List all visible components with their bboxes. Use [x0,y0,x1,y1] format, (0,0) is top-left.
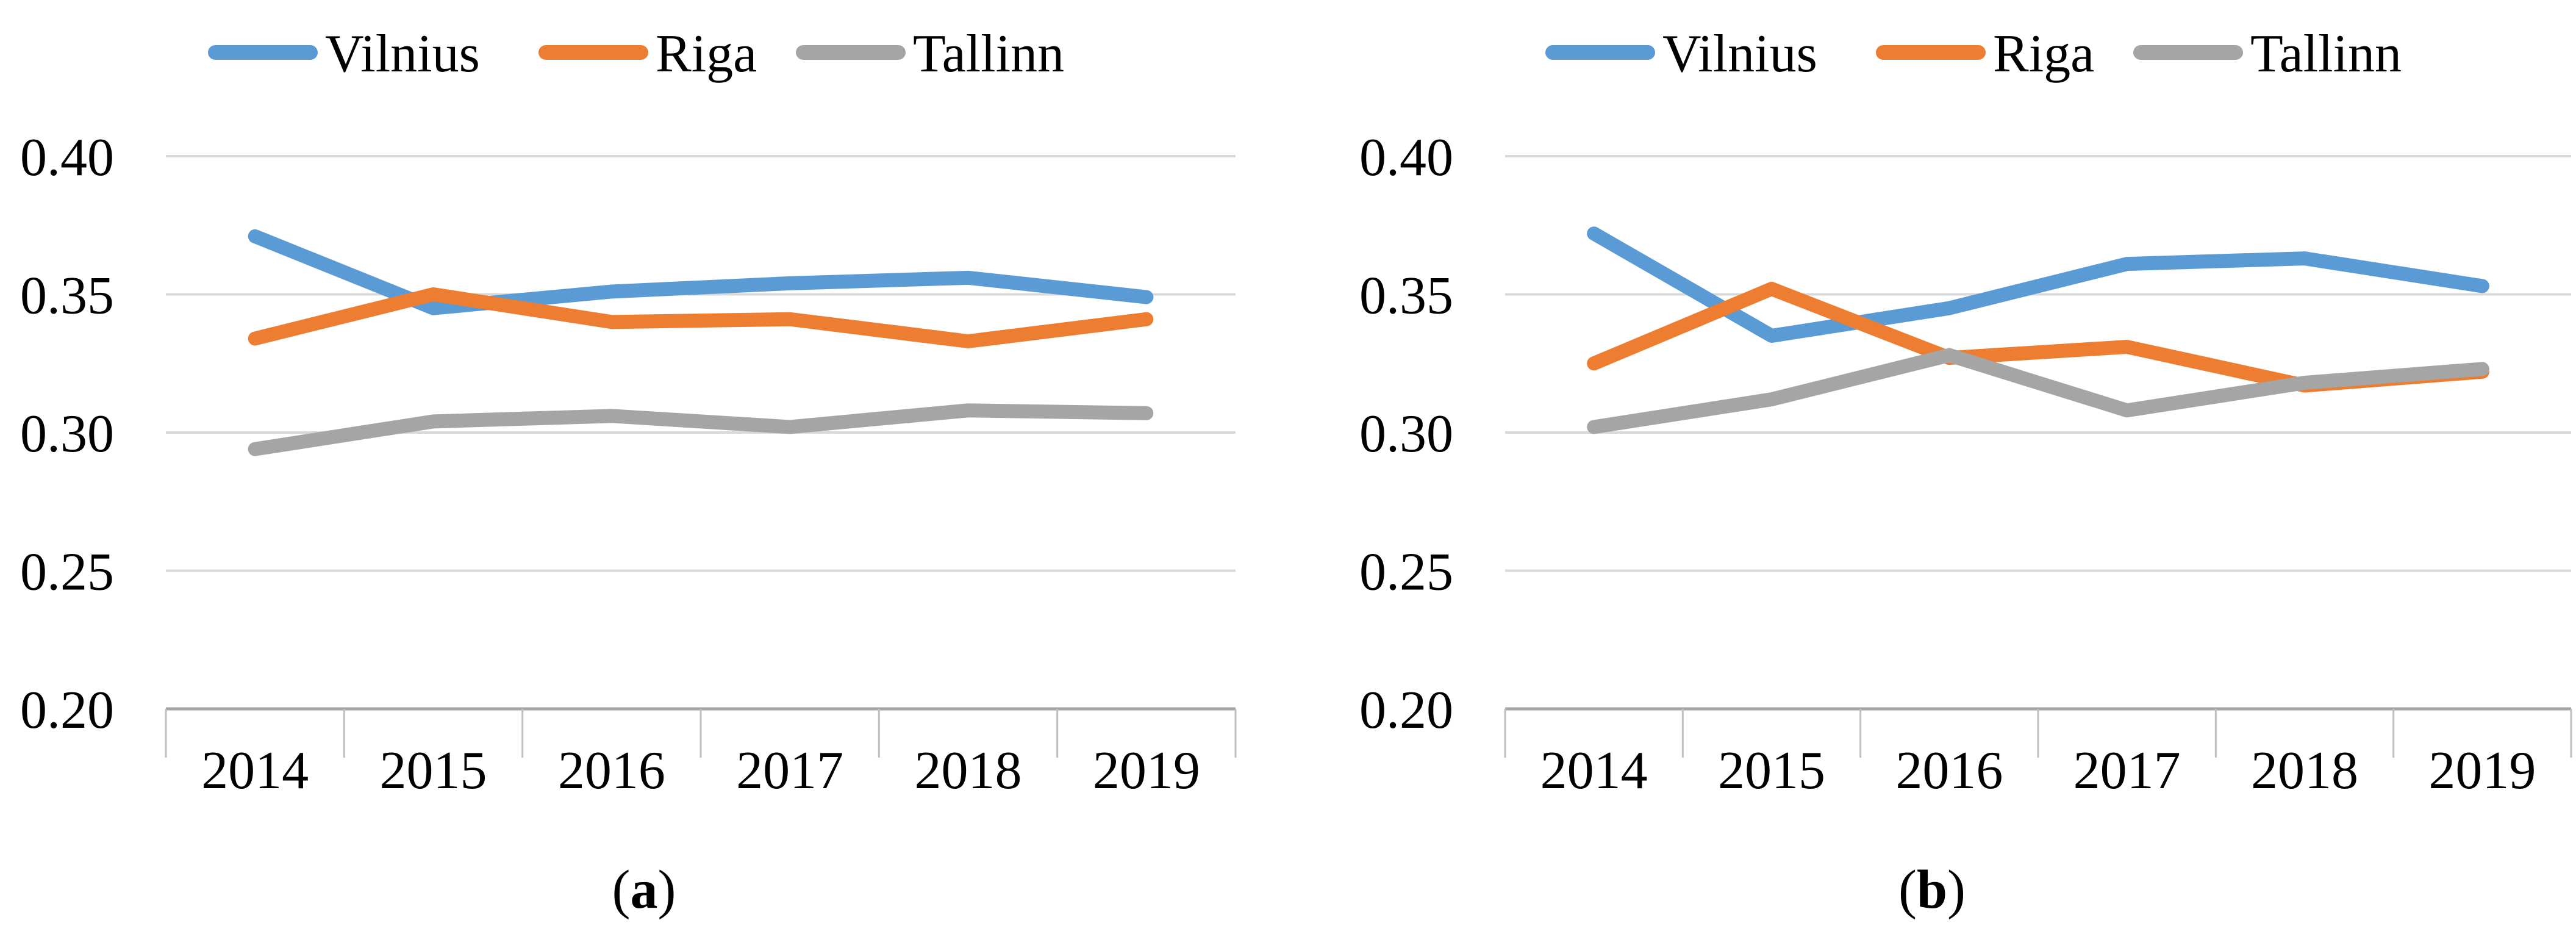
caption-b-letter: b [1916,860,1948,920]
legend-label-tallinn: Tallinn [2250,24,2402,84]
series-line-vilnius [248,229,1154,315]
y-tick-label-0.35: 0.35 [20,267,114,326]
x-tick-label-2017: 2017 [2073,741,2181,800]
x-tick-label-2015: 2015 [380,741,487,800]
y-tick-label-0.25: 0.25 [1359,543,1453,602]
series-line-tallinn [1587,348,2489,434]
legend-label-tallinn: Tallinn [913,24,1064,84]
caption-a-paren-close: ) [657,860,676,920]
line-chart-b: 0.40 0.35 0.30 0.25 0.20 2014 2015 2016 2017 2018… [1359,24,2572,800]
caption-b-paren-open: ( [1898,860,1917,920]
y-tick-label-0.20: 0.20 [20,681,114,740]
line-chart-a: 0.40 0.35 0.30 0.25 0.20 2014 2015 2016 2017 2018… [20,24,1237,800]
x-tick-label-2018: 2018 [915,741,1022,800]
y-tick-label-0.30: 0.30 [20,404,114,464]
legend-label-vilnius: Vilnius [325,24,480,84]
y-tick-label-0.35: 0.35 [1359,267,1453,326]
caption-a-letter: a [630,860,658,920]
y-tick-label-0.40: 0.40 [20,128,114,187]
y-tick-label-0.25: 0.25 [20,543,114,602]
x-tick-label-2019: 2019 [1093,741,1200,800]
caption-a: (a) [0,863,1288,917]
x-tick-label-2015: 2015 [1718,741,1825,800]
series-line-riga [248,287,1154,349]
chart-panel-a: 0.40 0.35 0.30 0.25 0.20 2014 2015 2016 2017 2018… [0,24,1288,917]
x-tick-label-2019: 2019 [2428,741,2536,800]
x-tick-label-2016: 2016 [558,741,665,800]
x-tick-label-2014: 2014 [201,741,309,800]
x-tick-label-2016: 2016 [1895,741,2003,800]
legend-label-riga: Riga [656,24,757,84]
x-tick-label-2017: 2017 [736,741,843,800]
caption-a-paren-open: ( [612,860,631,920]
y-tick-label-0.30: 0.30 [1359,404,1453,464]
series-line-tallinn [248,403,1154,456]
legend-label-riga: Riga [1993,24,2094,84]
legend-label-vilnius: Vilnius [1662,24,1817,84]
y-tick-label-0.20: 0.20 [1359,681,1453,740]
y-tick-label-0.40: 0.40 [1359,128,1453,187]
x-tick-label-2018: 2018 [2251,741,2358,800]
caption-b-paren-close: ) [1947,860,1966,920]
x-tick-label-2014: 2014 [1540,741,1648,800]
chart-panel-b: 0.40 0.35 0.30 0.25 0.20 2014 2015 2016 2017 2018… [1288,0,2576,948]
series-line-vilnius [1587,226,2489,343]
caption-b: (b) [1288,863,2576,917]
series-line-riga [1587,281,2489,393]
